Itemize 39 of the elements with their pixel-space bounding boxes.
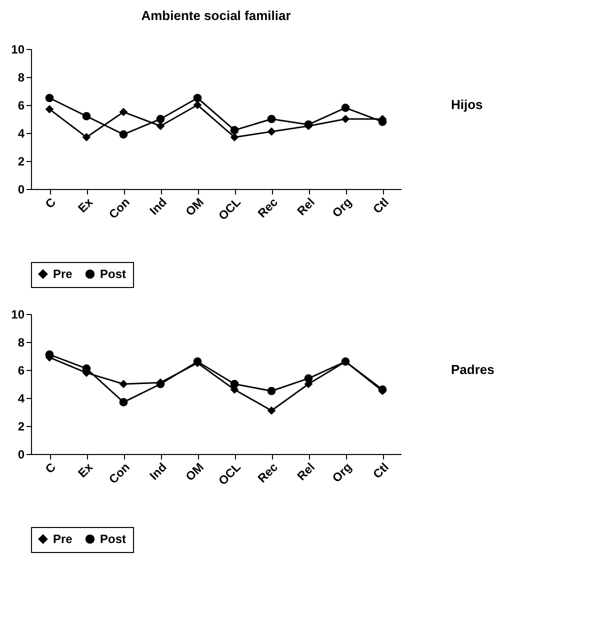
legend-label: Post (100, 267, 126, 282)
x-tick-label: Ex (75, 460, 96, 480)
y-tick-label: 2 (18, 420, 25, 434)
y-tick-label: 4 (18, 392, 25, 406)
x-tick-label: Ctl (370, 195, 392, 216)
y-tick-label: 8 (18, 336, 25, 350)
x-tick-label: Con (106, 195, 132, 222)
legend-label: Pre (53, 532, 73, 546)
y-tick-label: 10 (11, 42, 25, 56)
x-tick-label: Ind (146, 460, 170, 483)
y-tick-label: 2 (18, 154, 25, 168)
x-tick-label: Org (329, 460, 354, 486)
y-tick-label: 8 (18, 70, 25, 84)
x-tick-label: Con (106, 460, 132, 486)
x-tick-label: OCL (216, 195, 244, 223)
x-tick-label: Ctl (370, 460, 392, 482)
y-tick-label: 6 (18, 98, 25, 112)
y-tick-label: 10 (11, 308, 25, 322)
y-tick-label: 0 (18, 448, 25, 462)
x-tick-label: C (42, 194, 59, 212)
y-tick-label: 6 (18, 364, 25, 378)
chart-title: Ambiente social familiar (141, 8, 291, 23)
x-tick-label: Rec (255, 194, 281, 221)
x-tick-label: Rel (294, 460, 318, 484)
text: Padres (451, 362, 494, 377)
y-tick-label: 0 (18, 182, 25, 196)
x-tick-label: Org (329, 195, 354, 220)
x-tick-label: Rec (255, 460, 281, 486)
x-tick-label: Ex (75, 194, 96, 216)
legend-label: Post (100, 532, 126, 546)
text: Hijos (451, 97, 483, 112)
x-tick-label: OCL (216, 460, 244, 488)
x-tick-label: C (42, 460, 59, 476)
x-tick-label: Rel (294, 195, 318, 218)
x-tick-label: Ind (146, 195, 170, 218)
legend-label: Pre (53, 267, 73, 282)
x-tick-label: OM (182, 195, 206, 219)
y-tick-label: 4 (18, 126, 25, 140)
x-tick-label: OM (182, 460, 206, 484)
